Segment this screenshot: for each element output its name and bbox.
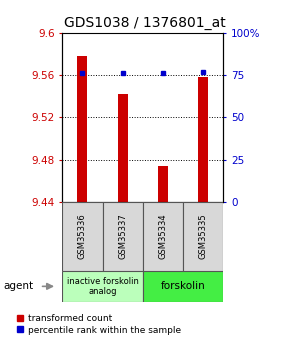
Text: GSM35336: GSM35336	[78, 214, 87, 259]
Bar	[158, 166, 168, 202]
Bar	[77, 56, 88, 202]
Text: GSM35337: GSM35337	[118, 214, 127, 259]
Text: agent: agent	[3, 282, 33, 291]
Text: inactive forskolin
analog: inactive forskolin analog	[67, 277, 139, 296]
FancyBboxPatch shape	[62, 271, 143, 302]
FancyBboxPatch shape	[183, 202, 223, 271]
Bar	[198, 77, 208, 202]
Legend: transformed count, percentile rank within the sample: transformed count, percentile rank withi…	[16, 314, 181, 335]
Bar	[118, 94, 128, 202]
FancyBboxPatch shape	[103, 202, 143, 271]
FancyBboxPatch shape	[143, 202, 183, 271]
Text: GSM35334: GSM35334	[158, 214, 167, 259]
Text: forskolin: forskolin	[161, 282, 205, 291]
Text: GSM35335: GSM35335	[199, 214, 208, 259]
Text: GDS1038 / 1376801_at: GDS1038 / 1376801_at	[64, 16, 226, 30]
FancyBboxPatch shape	[143, 271, 223, 302]
FancyBboxPatch shape	[62, 202, 103, 271]
